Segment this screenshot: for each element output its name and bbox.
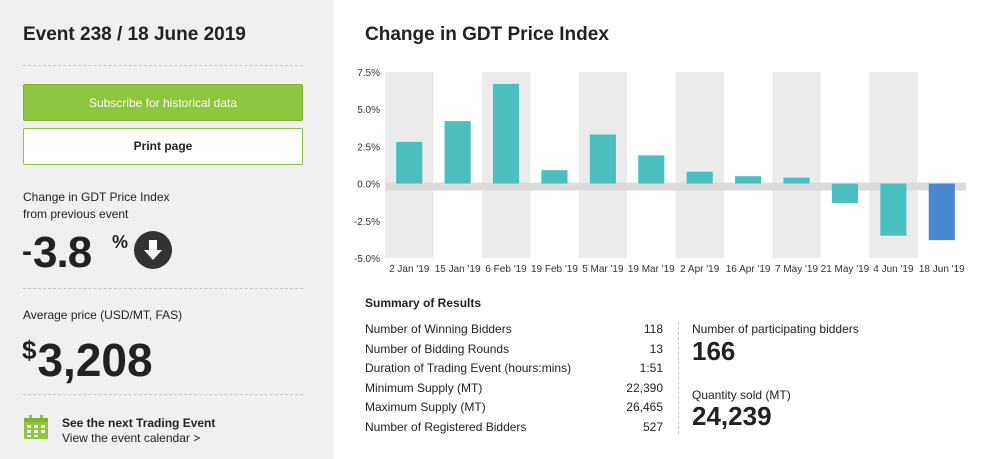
summary-row: Duration of Trading Event (hours:mins) 1:… xyxy=(365,361,663,377)
print-button[interactable]: Print page xyxy=(23,128,303,165)
divider xyxy=(678,322,679,434)
change-label-line1: Change in GDT Price Index xyxy=(23,190,170,204)
participating-bidders-label: Number of participating bidders xyxy=(692,322,859,336)
chart-bar xyxy=(638,155,665,184)
chart-bar xyxy=(880,183,907,236)
summary-row-value: 527 xyxy=(642,420,663,434)
divider xyxy=(23,288,303,289)
change-value: -3.8 xyxy=(22,226,92,279)
y-tick-label: -5.0% xyxy=(354,254,380,265)
y-tick-label: 7.5% xyxy=(357,68,380,79)
subscribe-button[interactable]: Subscribe for historical data xyxy=(23,84,303,121)
y-tick-label: 0.0% xyxy=(357,180,380,191)
x-tick-label: 7 May '19 xyxy=(775,264,818,275)
x-tick-label: 19 Feb '19 xyxy=(531,264,578,275)
average-price-number: 3,208 xyxy=(37,334,153,386)
summary-row: Number of Registered Bidders 527 xyxy=(365,420,663,436)
summary-row: Maximum Supply (MT) 26,465 xyxy=(365,400,663,416)
x-tick-label: 2 Jan '19 xyxy=(389,264,430,275)
x-tick-label: 2 Apr '19 xyxy=(680,264,720,275)
summary-row-label: Maximum Supply (MT) xyxy=(365,400,486,415)
y-tick-label: 2.5% xyxy=(357,142,380,153)
quantity-sold-value: 24,239 xyxy=(692,401,772,431)
summary-row: Number of Bidding Rounds 13 xyxy=(365,342,663,358)
chart-bar xyxy=(444,121,471,184)
next-event-title: See the next Trading Event xyxy=(62,416,216,430)
summary-row-value: 22,390 xyxy=(626,380,663,395)
x-tick-label: 6 Feb '19 xyxy=(485,264,527,275)
summary-row-label: Number of Bidding Rounds xyxy=(365,341,510,356)
chart-title: Change in GDT Price Index xyxy=(365,24,609,45)
event-sidebar: Event 238 / 18 June 2019 Subscribe for h… xyxy=(0,0,333,459)
summary-row-label: Number of Winning Bidders xyxy=(365,322,512,336)
event-calendar-link[interactable]: View the event calendar > xyxy=(62,431,201,445)
summary-row-value: 118 xyxy=(643,322,663,336)
summary-row: Number of Winning Bidders 118 xyxy=(365,322,663,338)
summary-row-value: 1:51 xyxy=(639,361,663,376)
chart-bar xyxy=(686,171,713,184)
participating-bidders-value: 166 xyxy=(692,336,736,366)
calendar-icon[interactable] xyxy=(23,414,49,440)
chart-bar xyxy=(396,141,423,184)
chart-bar xyxy=(492,83,520,184)
quantity-sold-label: Quantity sold (MT) xyxy=(692,388,791,402)
summary-row: Minimum Supply (MT) 22,390 xyxy=(365,381,663,397)
change-label: Change in GDT Price Index from previous … xyxy=(23,189,223,223)
x-tick-label: 4 Jun '19 xyxy=(873,264,914,275)
chart-bar xyxy=(589,134,616,184)
change-unit: % xyxy=(112,232,129,252)
x-tick-label: 18 Jun '19 xyxy=(919,264,965,275)
chart-bar xyxy=(928,183,955,241)
summary-row-label: Duration of Trading Event (hours:mins) xyxy=(365,361,572,376)
x-tick-label: 15 Jan '19 xyxy=(435,264,481,275)
x-tick-label: 19 Mar '19 xyxy=(628,264,675,275)
chart-bar xyxy=(783,177,810,184)
change-number: 3.8 xyxy=(33,228,92,277)
x-tick-label: 5 Mar '19 xyxy=(582,264,624,275)
chart-bar xyxy=(831,183,859,203)
price-index-chart: 7.5% 5.0% 2.5% 0.0% -2.5% -5.0% 2 Jan '19 15 Ja… xyxy=(354,68,966,275)
chart-bar xyxy=(541,170,568,184)
y-tick-label: -2.5% xyxy=(354,217,380,228)
summary-row-label: Number of Registered Bidders xyxy=(365,420,527,434)
arrow-down-circle-icon xyxy=(134,231,172,269)
change-label-line2: from previous event xyxy=(23,207,129,221)
y-tick-label: 5.0% xyxy=(357,105,380,116)
summary-title: Summary of Results xyxy=(365,296,482,310)
average-price-label: Average price (USD/MT, FAS) xyxy=(23,308,183,322)
currency-symbol: $ xyxy=(22,335,37,365)
summary-row-value: 26,465 xyxy=(626,400,663,415)
event-title: Event 238 / 18 June 2019 xyxy=(23,24,246,45)
column-band xyxy=(675,72,724,258)
change-sign: - xyxy=(22,235,32,268)
divider xyxy=(23,394,303,395)
x-tick-label: 16 Apr '19 xyxy=(726,264,771,275)
zero-band xyxy=(385,182,966,191)
x-tick-label: 21 May '19 xyxy=(821,264,870,275)
column-band xyxy=(772,72,821,258)
summary-row-label: Minimum Supply (MT) xyxy=(365,380,483,395)
average-price-value: $3,208 xyxy=(22,322,153,388)
chart-bar xyxy=(735,176,762,184)
divider xyxy=(23,65,303,66)
summary-row-value: 13 xyxy=(649,341,663,356)
